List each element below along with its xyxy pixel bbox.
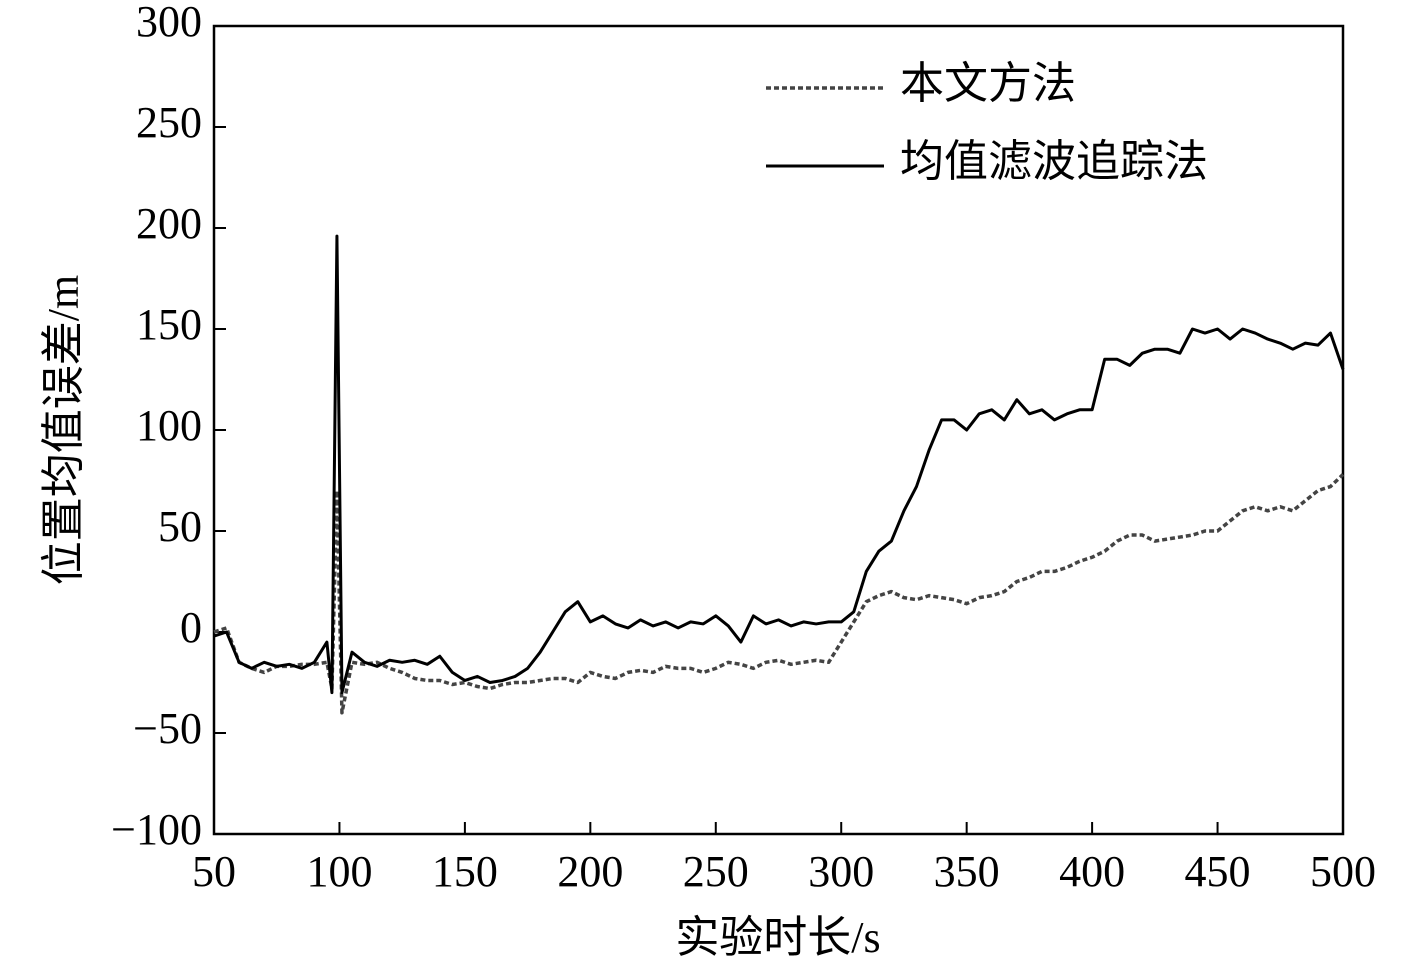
y-tick-label: 300 <box>136 0 202 46</box>
series-line <box>213 473 1345 715</box>
y-tick-label: 200 <box>136 199 202 248</box>
legend-label: 均值滤波追踪法 <box>900 137 1208 186</box>
y-axis-label: 位置均值误差/m <box>39 275 88 585</box>
y-tick-label: 50 <box>158 502 202 551</box>
y-tick-label: −100 <box>111 805 202 854</box>
y-tick-label: 150 <box>136 300 202 349</box>
x-tick-label: 50 <box>192 847 236 896</box>
x-tick-label: 200 <box>557 847 623 896</box>
x-tick-label: 250 <box>683 847 749 896</box>
y-tick-label: 100 <box>136 401 202 450</box>
series-line <box>213 234 1345 695</box>
x-tick-label: 500 <box>1310 847 1376 896</box>
x-tick-label: 150 <box>432 847 498 896</box>
x-tick-label: 400 <box>1059 847 1125 896</box>
legend-label: 本文方法 <box>900 59 1076 108</box>
x-tick-label: 450 <box>1185 847 1251 896</box>
x-tick-label: 350 <box>934 847 1000 896</box>
y-tick-label: 0 <box>180 603 202 652</box>
x-tick-label: 300 <box>808 847 874 896</box>
y-tick-label: −50 <box>133 704 202 753</box>
x-axis-label: 实验时长/s <box>675 913 880 962</box>
x-tick-label: 100 <box>306 847 372 896</box>
y-tick-label: 250 <box>136 98 202 147</box>
